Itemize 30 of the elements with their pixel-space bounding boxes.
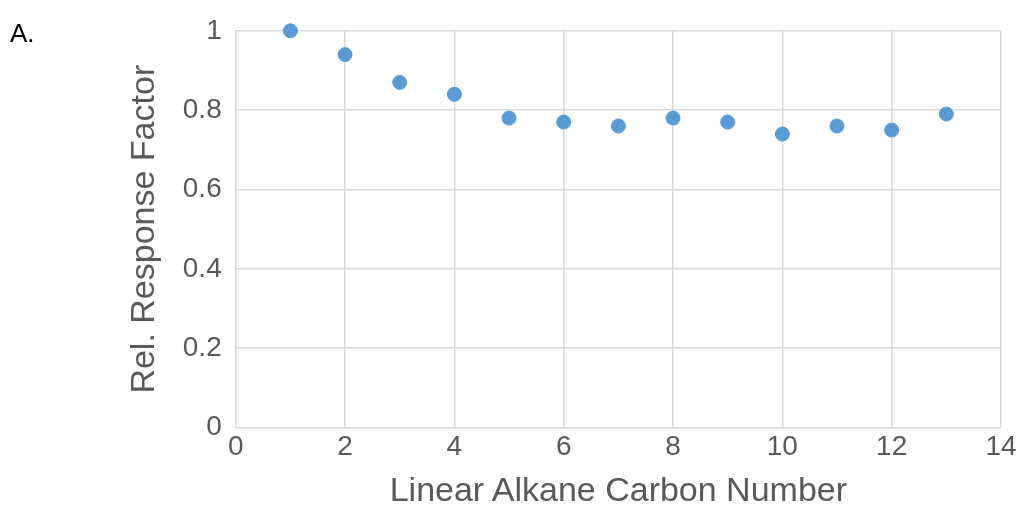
point bbox=[665, 110, 681, 126]
x-tick-label: 4 bbox=[446, 430, 463, 462]
point bbox=[884, 122, 900, 138]
x-tick-label: 8 bbox=[665, 430, 681, 462]
point bbox=[829, 118, 845, 134]
point bbox=[392, 74, 408, 90]
y-tick-label: 0.6 bbox=[182, 172, 222, 204]
y-tick-label: 0.2 bbox=[182, 330, 222, 362]
y-tick-label: 0.8 bbox=[182, 92, 222, 124]
y-axis-title: Rel. Response Factor bbox=[122, 64, 161, 394]
point bbox=[446, 86, 462, 102]
point bbox=[282, 23, 298, 39]
x-tick-label: 10 bbox=[766, 430, 798, 462]
point bbox=[337, 47, 353, 63]
text: A. bbox=[10, 18, 35, 49]
x-axis-title: Linear Alkane Carbon Number bbox=[389, 469, 848, 508]
x-tick-label: 12 bbox=[876, 430, 908, 462]
point bbox=[610, 118, 626, 134]
x-tick-label: 2 bbox=[337, 430, 353, 462]
x-tick-label: 6 bbox=[555, 430, 572, 462]
point bbox=[720, 114, 736, 130]
point bbox=[501, 110, 517, 126]
point bbox=[774, 126, 790, 142]
point bbox=[556, 114, 572, 130]
x-tick-label: 14 bbox=[985, 430, 1017, 462]
x-tick-label: 0 bbox=[227, 430, 244, 462]
y-tick-label: 0.4 bbox=[182, 251, 222, 283]
y-tick-label: 1 bbox=[206, 13, 222, 45]
y-tick-label: 0 bbox=[206, 410, 222, 442]
point bbox=[938, 106, 954, 122]
